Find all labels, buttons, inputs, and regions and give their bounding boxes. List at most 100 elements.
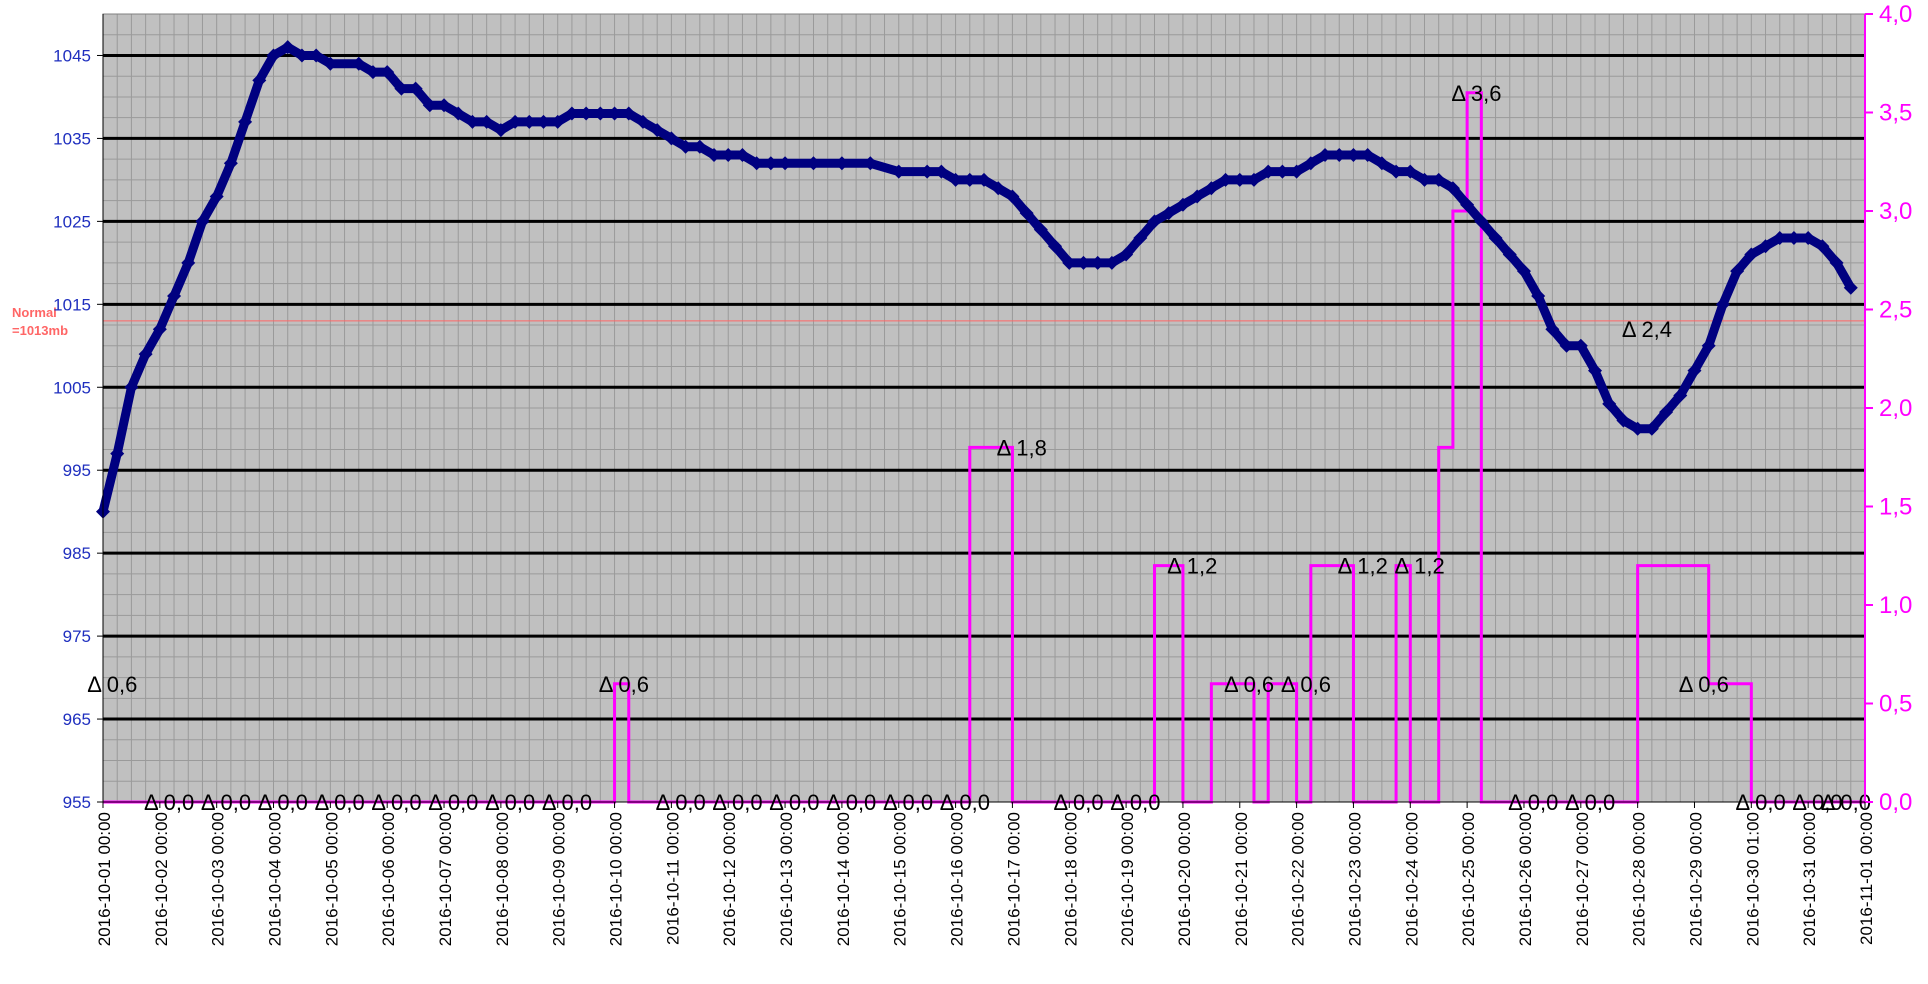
pressure-point (749, 156, 764, 171)
x-tick-label: 2016-11-01 00:00 (1857, 812, 1876, 945)
pressure-point (678, 139, 693, 154)
x-tick-label: 2016-10-03 00:00 (209, 812, 228, 946)
pressure-point (209, 189, 224, 204)
pressure-point (1303, 156, 1318, 171)
annotation-label: Δ 1,8 (997, 435, 1047, 460)
pressure-point (692, 139, 707, 154)
x-tick-label: 2016-10-31 00:00 (1800, 812, 1819, 946)
pressure-point (365, 65, 380, 80)
pressure-point (1829, 255, 1844, 270)
right-tick-label: 3,0 (1879, 198, 1912, 225)
x-tick-label: 2016-10-04 00:00 (266, 812, 285, 946)
pressure-point (1673, 388, 1688, 403)
pressure-point (962, 172, 977, 187)
pressure-point (1744, 247, 1759, 262)
pressure-point (1488, 230, 1503, 245)
left-tick-label: 975 (63, 627, 91, 646)
pressure-point (1190, 189, 1205, 204)
left-axis-ticks: 955 965 975 985 995 1005 1015 1025 1035 1045 (53, 46, 103, 812)
pressure-point (124, 380, 139, 395)
pressure-point (1588, 363, 1603, 378)
pressure-point (991, 181, 1006, 196)
pressure-point (252, 73, 267, 88)
reference-label: Normal (12, 305, 57, 320)
x-tick-label: 2016-10-10 00:00 (607, 812, 626, 946)
pressure-point (1062, 255, 1077, 270)
x-tick-label: 2016-10-27 00:00 (1573, 812, 1592, 946)
annotation-label: Δ 0,6 (1679, 672, 1729, 697)
pressure-point (1403, 164, 1418, 179)
right-tick-label: 1,5 (1879, 494, 1912, 521)
pressure-point (1318, 148, 1333, 163)
pressure-point (1701, 338, 1716, 353)
left-tick-label: 1045 (53, 46, 91, 65)
pressure-point (1843, 280, 1858, 295)
pressure-point (323, 56, 338, 71)
pressure-point (806, 156, 821, 171)
pressure-point (1630, 421, 1645, 436)
pressure-point (195, 214, 210, 229)
x-tick-label: 2016-10-29 00:00 (1686, 812, 1705, 946)
pressure-point (891, 164, 906, 179)
pressure-point (1389, 164, 1404, 179)
pressure-point (266, 48, 281, 63)
pressure-point (1119, 247, 1134, 262)
pressure-point (1374, 156, 1389, 171)
pressure-point (294, 48, 309, 63)
x-tick-label: 2016-10-26 00:00 (1516, 812, 1535, 946)
x-tick-label: 2016-10-16 00:00 (948, 812, 967, 946)
pressure-point (1346, 148, 1361, 163)
pressure-point (1161, 206, 1176, 221)
pressure-point (1218, 172, 1233, 187)
pressure-point (223, 156, 238, 171)
pressure-point (309, 48, 324, 63)
pressure-point (1559, 338, 1574, 353)
pressure-point (1431, 172, 1446, 187)
pressure-point (167, 289, 182, 304)
pressure-point (1175, 197, 1190, 212)
pressure-series (96, 40, 1858, 519)
left-tick-label: 955 (63, 793, 91, 812)
pressure-point (1573, 338, 1588, 353)
major-gridlines (103, 53, 1865, 721)
annotation-label: Δ 0,6 (599, 672, 649, 697)
pressure-point (1616, 413, 1631, 428)
x-tick-label: 2016-10-20 00:00 (1175, 812, 1194, 946)
x-tick-label: 2016-10-01 00:00 (95, 812, 114, 946)
annotation-label: Δ 0,6 (1224, 672, 1274, 697)
pressure-point (1048, 239, 1063, 254)
pressure-point (920, 164, 935, 179)
pressure-point (1417, 172, 1432, 187)
left-tick-label: 1005 (53, 378, 91, 397)
left-tick-label: 1025 (53, 212, 91, 231)
pressure-point (536, 114, 551, 129)
left-tick-label: 1035 (53, 129, 91, 148)
pressure-point (593, 106, 608, 121)
pressure-point (1474, 214, 1489, 229)
pressure-point (138, 347, 153, 362)
annotation-label: Δ 1,2 (1395, 554, 1445, 579)
right-axis-ticks: 0,0 0,5 1,0 1,5 2,0 2,5 3,0 3,5 4,0 (1865, 1, 1912, 816)
right-tick-label: 1,0 (1879, 592, 1912, 619)
pressure-point (110, 446, 125, 461)
x-tick-label: 2016-10-23 00:00 (1345, 812, 1364, 946)
pressure-point (1246, 172, 1261, 187)
x-tick-label: 2016-10-15 00:00 (891, 812, 910, 946)
pressure-point (721, 148, 736, 163)
x-tick-label: 2016-10-08 00:00 (493, 812, 512, 946)
pressure-point (1801, 230, 1816, 245)
x-tick-label: 2016-10-17 00:00 (1004, 812, 1023, 946)
pressure-point (1360, 148, 1375, 163)
annotation-label: Δ 2,4 (1622, 317, 1672, 342)
pressure-point (778, 156, 793, 171)
x-tick-label: 2016-10-06 00:00 (379, 812, 398, 946)
pressure-point (550, 114, 565, 129)
left-tick-label: 995 (63, 461, 91, 480)
left-tick-label: 1015 (53, 295, 91, 314)
pressure-point (763, 156, 778, 171)
reference-label: =1013mb (12, 323, 68, 338)
pressure-point (508, 114, 523, 129)
x-tick-label: 2016-10-25 00:00 (1459, 812, 1478, 946)
